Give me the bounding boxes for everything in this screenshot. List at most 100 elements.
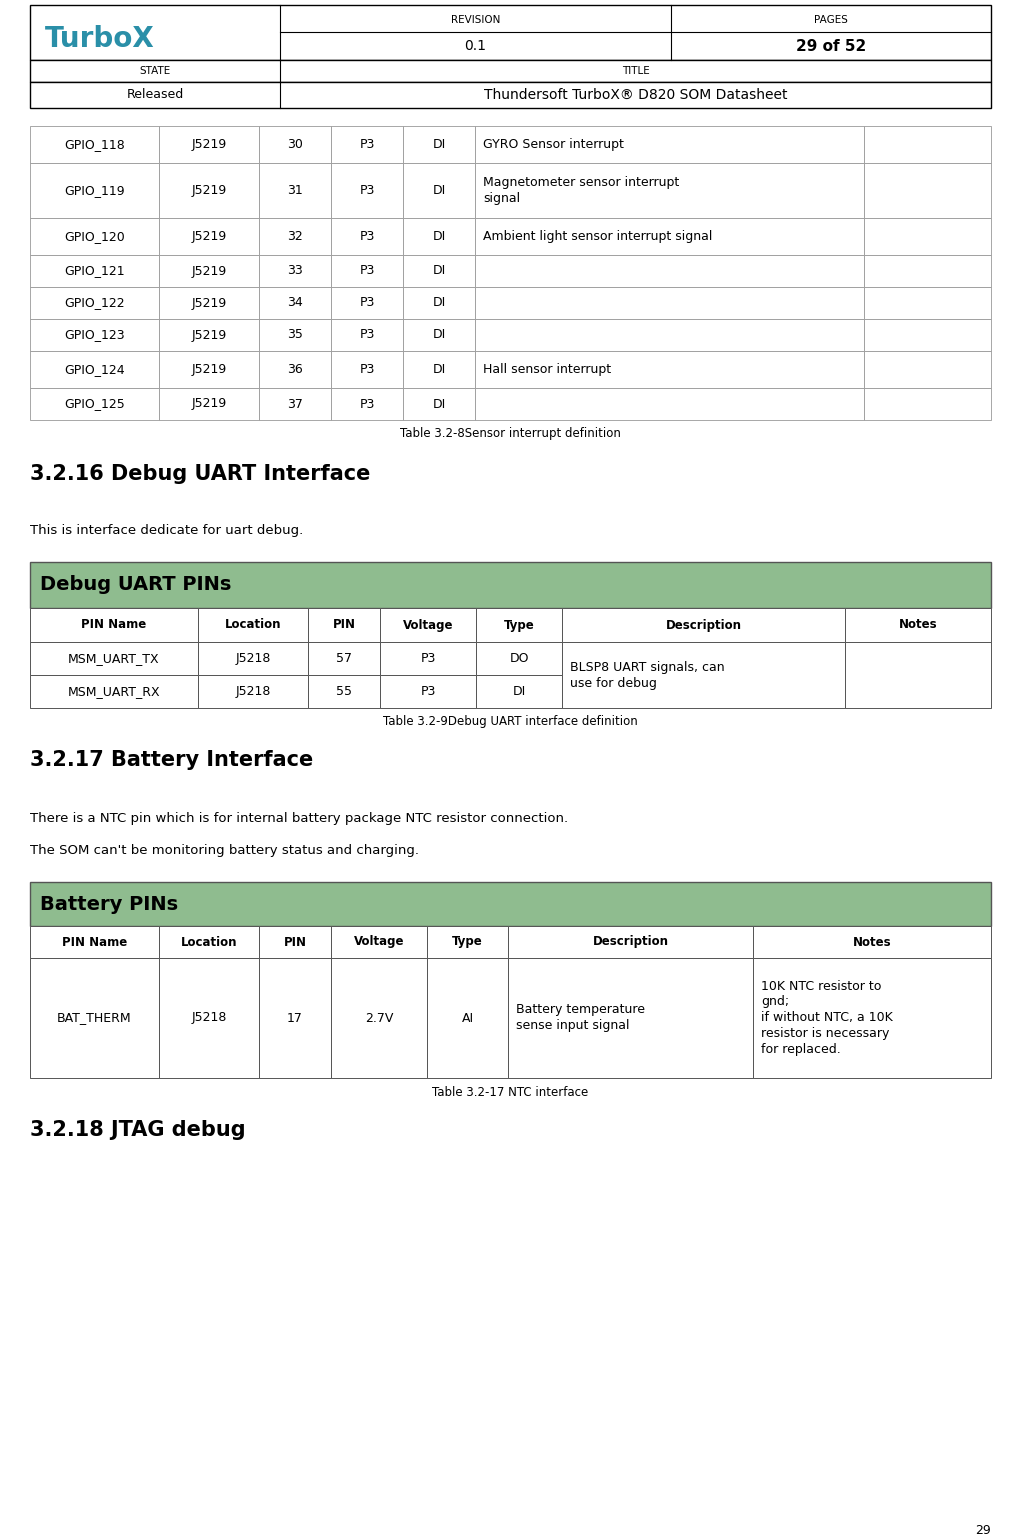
Text: Location: Location (181, 935, 237, 949)
Bar (864, 126, 991, 163)
Bar (30, 126, 159, 163)
Text: Released: Released (127, 88, 184, 102)
Text: DI: DI (432, 265, 445, 277)
Text: Debug UART PINs: Debug UART PINs (40, 576, 232, 594)
Text: GPIO_118: GPIO_118 (64, 139, 125, 151)
Text: BAT_THERM: BAT_THERM (57, 1012, 132, 1024)
Bar (475, 388, 864, 420)
Bar (403, 126, 475, 163)
Bar (475, 351, 864, 388)
Bar (159, 351, 259, 388)
Text: 57: 57 (336, 651, 352, 665)
Text: BLSP8 UART signals, can: BLSP8 UART signals, can (570, 661, 725, 673)
Bar (845, 608, 991, 642)
Bar (198, 642, 308, 675)
Text: GPIO_121: GPIO_121 (64, 265, 125, 277)
Bar (475, 219, 864, 256)
Bar (30, 958, 159, 1078)
Text: resistor is necessary: resistor is necessary (761, 1027, 889, 1041)
Text: J5218: J5218 (235, 651, 271, 665)
Bar (427, 958, 508, 1078)
Bar (508, 926, 753, 958)
Bar (380, 642, 476, 675)
Text: Description: Description (592, 935, 669, 949)
Text: GYRO Sensor interrupt: GYRO Sensor interrupt (483, 139, 624, 151)
Bar (159, 926, 259, 958)
Bar (753, 926, 991, 958)
Text: J5219: J5219 (191, 183, 227, 197)
Text: 3.2.17 Battery Interface: 3.2.17 Battery Interface (30, 750, 313, 770)
Bar (30, 163, 159, 219)
Text: Table 3.2-8Sensor interrupt definition: Table 3.2-8Sensor interrupt definition (400, 428, 621, 440)
Bar (259, 319, 331, 351)
Bar (508, 958, 753, 1078)
Text: 3.2.18 JTAG debug: 3.2.18 JTAG debug (30, 1120, 246, 1140)
Bar (259, 388, 331, 420)
Text: DO: DO (509, 651, 529, 665)
Bar (845, 642, 991, 708)
Text: GPIO_122: GPIO_122 (64, 297, 125, 310)
Bar (198, 675, 308, 708)
Bar (30, 351, 159, 388)
Text: Hall sensor interrupt: Hall sensor interrupt (483, 363, 612, 376)
Text: DI: DI (432, 297, 445, 310)
Bar (159, 163, 259, 219)
Bar (753, 958, 991, 1078)
Text: P3: P3 (359, 297, 375, 310)
Text: DI: DI (432, 397, 445, 411)
Text: J5219: J5219 (191, 363, 227, 376)
Text: AI: AI (461, 1012, 474, 1024)
Text: 10K NTC resistor to: 10K NTC resistor to (761, 979, 881, 992)
Text: GPIO_125: GPIO_125 (64, 397, 125, 411)
Bar (30, 608, 198, 642)
Text: PIN: PIN (333, 619, 355, 631)
Bar (30, 642, 198, 675)
Text: 2.7V: 2.7V (364, 1012, 393, 1024)
Bar (30, 5, 991, 60)
Bar (476, 608, 562, 642)
Bar (331, 388, 403, 420)
Text: J5219: J5219 (191, 297, 227, 310)
Text: Magnetometer sensor interrupt: Magnetometer sensor interrupt (483, 176, 679, 189)
Text: STATE: STATE (140, 66, 171, 75)
Text: PIN Name: PIN Name (82, 619, 147, 631)
Text: MSM_UART_TX: MSM_UART_TX (68, 651, 160, 665)
Bar (475, 286, 864, 319)
Text: 37: 37 (287, 397, 303, 411)
Bar (427, 926, 508, 958)
Bar (864, 256, 991, 286)
Text: There is a NTC pin which is for internal battery package NTC resistor connection: There is a NTC pin which is for internal… (30, 812, 568, 825)
Text: PIN: PIN (284, 935, 306, 949)
Text: 17: 17 (287, 1012, 303, 1024)
Text: 3.2.16 Debug UART Interface: 3.2.16 Debug UART Interface (30, 464, 371, 484)
Text: for replaced.: for replaced. (761, 1044, 840, 1056)
Bar (864, 319, 991, 351)
Bar (476, 675, 562, 708)
Text: GPIO_119: GPIO_119 (64, 183, 125, 197)
Bar (475, 126, 864, 163)
Text: DI: DI (432, 183, 445, 197)
Bar (475, 256, 864, 286)
Bar (30, 926, 159, 958)
Text: DI: DI (432, 229, 445, 243)
Text: Notes: Notes (853, 935, 891, 949)
Text: J5219: J5219 (191, 139, 227, 151)
Bar (308, 675, 380, 708)
Text: Description: Description (666, 619, 741, 631)
Text: MSM_UART_RX: MSM_UART_RX (67, 685, 160, 698)
Text: 35: 35 (287, 328, 303, 342)
Text: Table 3.2-9Debug UART interface definition: Table 3.2-9Debug UART interface definiti… (383, 716, 638, 728)
Bar (331, 256, 403, 286)
Text: Thundersoft TurboX® D820 SOM Datasheet: Thundersoft TurboX® D820 SOM Datasheet (484, 88, 787, 102)
Text: P3: P3 (421, 651, 436, 665)
Text: PIN Name: PIN Name (62, 935, 128, 949)
Bar (331, 958, 427, 1078)
Text: 33: 33 (287, 265, 303, 277)
Bar (259, 286, 331, 319)
Bar (159, 958, 259, 1078)
Text: GPIO_123: GPIO_123 (64, 328, 125, 342)
Text: 0.1: 0.1 (465, 38, 486, 54)
Text: Type: Type (503, 619, 534, 631)
Text: 55: 55 (336, 685, 352, 698)
Bar (308, 642, 380, 675)
